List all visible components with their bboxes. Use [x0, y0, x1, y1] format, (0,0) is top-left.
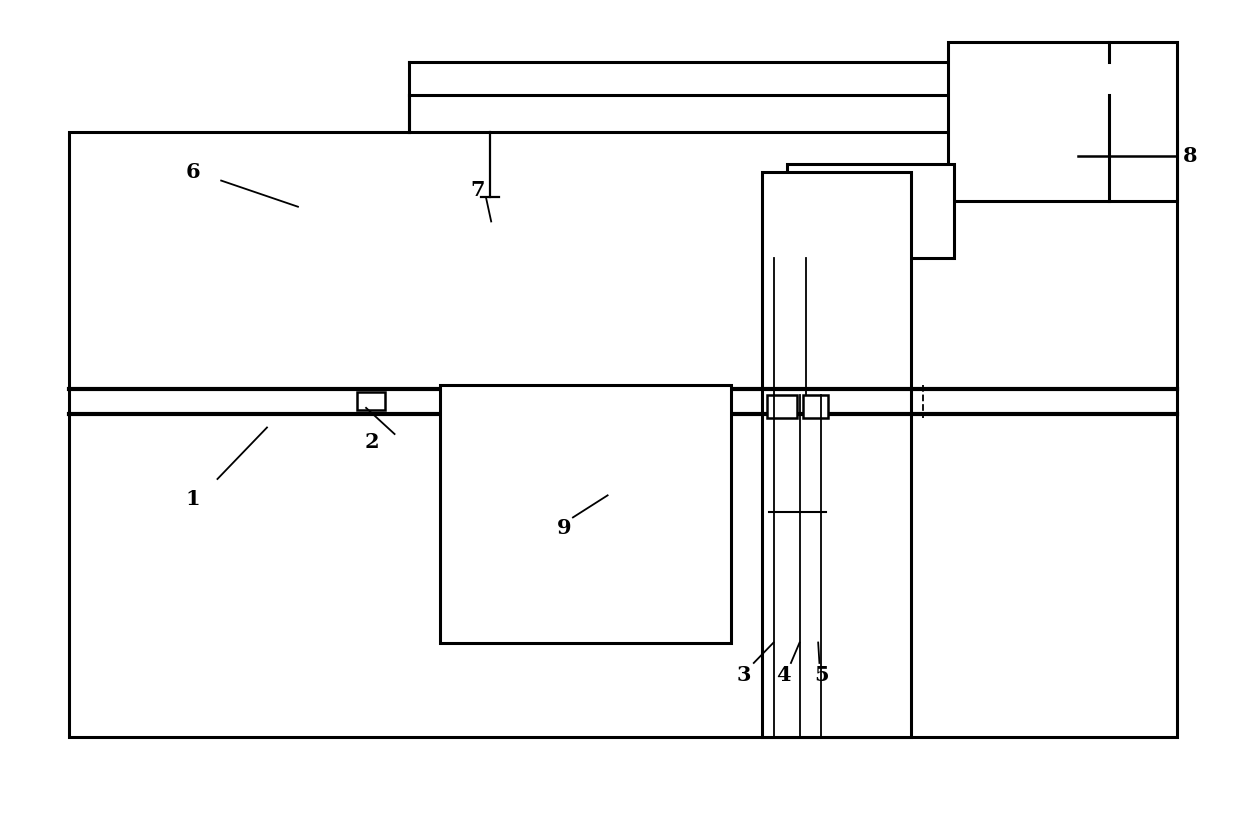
Bar — [68, 132, 1177, 736]
Text: 2: 2 — [365, 432, 379, 452]
Text: 4: 4 — [776, 665, 791, 686]
Bar — [357, 391, 384, 410]
Bar — [949, 42, 1177, 201]
Text: 5: 5 — [815, 665, 830, 686]
Text: 8: 8 — [1183, 146, 1197, 166]
Text: 7: 7 — [470, 180, 485, 201]
Bar — [440, 385, 732, 643]
Bar — [768, 395, 797, 418]
Text: 1: 1 — [185, 490, 200, 509]
Text: 9: 9 — [557, 518, 572, 538]
Text: 3: 3 — [737, 665, 751, 686]
Bar — [787, 165, 955, 258]
Bar — [804, 395, 828, 418]
Bar — [800, 184, 905, 242]
Text: 6: 6 — [185, 162, 200, 183]
Bar — [763, 172, 911, 736]
